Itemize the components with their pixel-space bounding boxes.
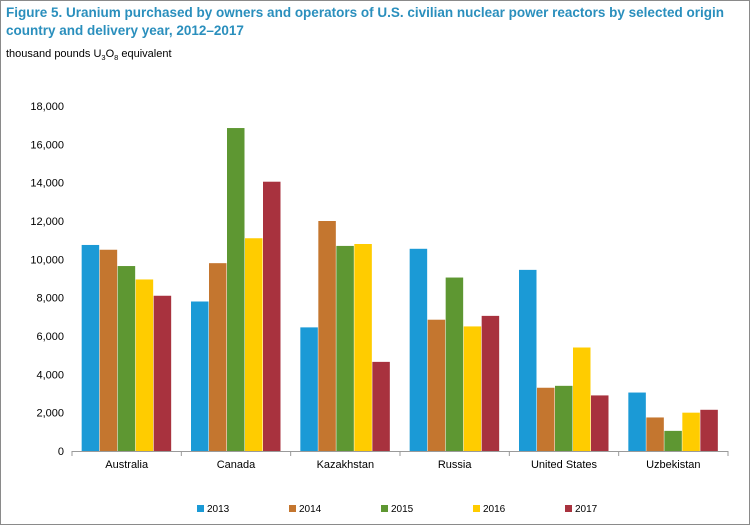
y-tick-label: 10,000	[30, 254, 64, 266]
legend-swatch-2013	[197, 505, 204, 512]
bar-australia-2013	[81, 244, 100, 451]
y-tick-label: 14,000	[30, 178, 64, 190]
legend-label-2015: 2015	[391, 504, 414, 515]
bar-kazakhstan-2014	[318, 221, 336, 451]
y-tick-label: 0	[58, 446, 64, 458]
x-tick-label: Russia	[438, 459, 473, 471]
bar-russia-2015	[445, 277, 464, 451]
bar-united-states-2017	[591, 395, 609, 451]
bar-australia-2016	[135, 279, 154, 451]
bar-uzbekistan-2015	[664, 430, 682, 451]
legend-swatch-2015	[381, 505, 388, 512]
bar-australia-2014	[99, 249, 118, 451]
bar-canada-2016	[245, 238, 263, 451]
bar-russia-2017	[481, 315, 500, 451]
bar-canada-2015	[227, 128, 245, 451]
bar-uzbekistan-2017	[700, 409, 718, 451]
bar-australia-2017	[153, 295, 172, 451]
unit-prefix: thousand pounds U	[6, 48, 102, 60]
bar-canada-2014	[209, 263, 227, 451]
bar-kazakhstan-2015	[336, 245, 354, 451]
unit-sub-8: 8	[114, 53, 119, 63]
legend-label-2014: 2014	[299, 504, 322, 515]
chart-title: Figure 5. Uranium purchased by owners an…	[6, 5, 724, 38]
legend-label-2013: 2013	[207, 504, 230, 515]
bar-united-states-2016	[573, 347, 591, 451]
x-tick-label: Canada	[217, 459, 256, 471]
bar-kazakhstan-2013	[300, 327, 318, 451]
y-tick-label: 16,000	[30, 139, 64, 151]
bar-uzbekistan-2016	[682, 412, 700, 451]
y-tick-label: 4,000	[36, 369, 64, 381]
unit-sub-3: 3	[101, 53, 106, 63]
x-tick-label: United States	[531, 459, 598, 471]
bar-canada-2017	[263, 181, 281, 452]
legend-label-2016: 2016	[483, 504, 506, 515]
unit-mid: O	[105, 48, 115, 60]
x-tick-label: Uzbekistan	[646, 459, 700, 471]
bar-uzbekistan-2014	[646, 417, 664, 451]
bar-russia-2016	[463, 326, 482, 451]
bar-russia-2013	[409, 248, 428, 451]
x-tick-label: Australia	[105, 459, 149, 471]
y-tick-label: 6,000	[36, 331, 64, 343]
bar-canada-2013	[191, 301, 209, 451]
bar-kazakhstan-2016	[354, 244, 372, 451]
y-tick-label: 2,000	[36, 408, 64, 420]
bar-united-states-2013	[519, 269, 537, 451]
y-tick-label: 8,000	[36, 293, 64, 305]
legend-swatch-2014	[289, 505, 296, 512]
legend-swatch-2017	[565, 505, 572, 512]
bar-russia-2014	[427, 319, 446, 451]
bar-uzbekistan-2013	[628, 392, 646, 451]
bar-united-states-2015	[555, 385, 573, 451]
bar-united-states-2014	[537, 387, 555, 451]
legend-label-2017: 2017	[575, 504, 598, 515]
legend-swatch-2016	[473, 505, 480, 512]
bar-australia-2015	[117, 266, 136, 451]
bar-kazakhstan-2017	[372, 361, 390, 451]
x-tick-label: Kazakhstan	[317, 459, 374, 471]
unit-label: thousand pounds U3O8 equivalent	[6, 48, 172, 62]
unit-suffix: equivalent	[118, 48, 172, 60]
y-tick-label: 18,000	[30, 101, 64, 113]
y-tick-label: 12,000	[30, 216, 64, 228]
